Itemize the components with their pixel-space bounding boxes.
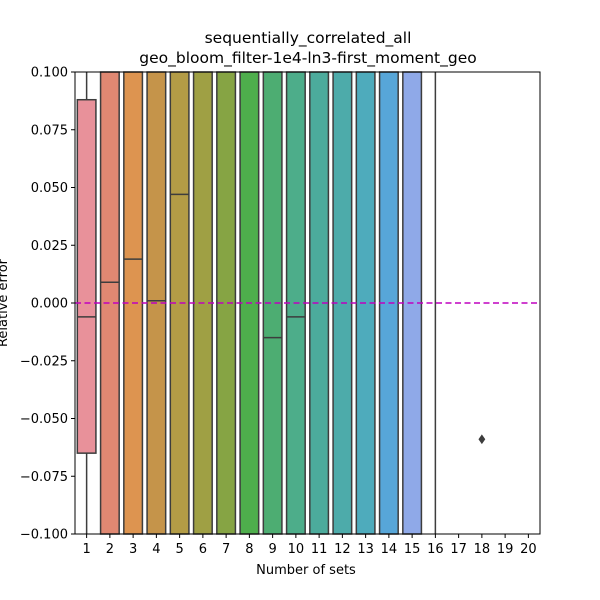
x-tick-label: 11 bbox=[311, 542, 328, 557]
x-tick-label: 4 bbox=[152, 542, 160, 557]
x-tick-label: 2 bbox=[106, 542, 114, 557]
y-tick-label: −0.100 bbox=[20, 528, 68, 543]
x-tick-label: 8 bbox=[245, 542, 253, 557]
x-tick-label: 7 bbox=[222, 542, 230, 557]
y-tick-label: 0.000 bbox=[31, 297, 68, 312]
x-tick-label: 18 bbox=[474, 542, 491, 557]
box bbox=[76, 98, 97, 454]
x-tick-label: 20 bbox=[520, 542, 537, 557]
y-tick-label: −0.075 bbox=[20, 470, 68, 485]
x-tick-label: 6 bbox=[199, 542, 207, 557]
x-tick-label: 3 bbox=[129, 542, 137, 557]
y-tick-label: −0.050 bbox=[20, 412, 68, 427]
x-tick-label: 5 bbox=[175, 542, 183, 557]
y-tick-label: −0.025 bbox=[20, 354, 68, 369]
x-tick-label: 14 bbox=[381, 542, 398, 557]
chart-title-line-2: geo_bloom_filter-1e4-ln3-first_moment_ge… bbox=[139, 49, 476, 68]
outlier-point bbox=[478, 434, 486, 445]
x-tick-label: 19 bbox=[497, 542, 514, 557]
plot-area: −0.100 −0.075 −0.050 −0.025 0.000 0.025 0.050 0… bbox=[20, 66, 541, 557]
y-axis-label: Relative error bbox=[0, 258, 11, 347]
x-axis-label: Number of sets bbox=[256, 563, 356, 578]
y-tick-label: 0.025 bbox=[31, 239, 68, 254]
x-tick-label: 12 bbox=[334, 542, 351, 557]
y-tick-label: 0.100 bbox=[31, 66, 68, 81]
x-tick-label: 1 bbox=[82, 542, 90, 557]
x-tick-label: 16 bbox=[427, 542, 444, 557]
y-tick-label: 0.075 bbox=[31, 123, 68, 138]
chart-title-line-1: sequentially_correlated_all bbox=[205, 29, 412, 48]
x-tick-label: 13 bbox=[357, 542, 374, 557]
y-tick-label: 0.050 bbox=[31, 181, 68, 196]
x-tick-label: 9 bbox=[268, 542, 276, 557]
x-tick-label: 10 bbox=[288, 542, 305, 557]
x-tick-label: 17 bbox=[450, 542, 467, 557]
x-tick-label: 15 bbox=[404, 542, 421, 557]
